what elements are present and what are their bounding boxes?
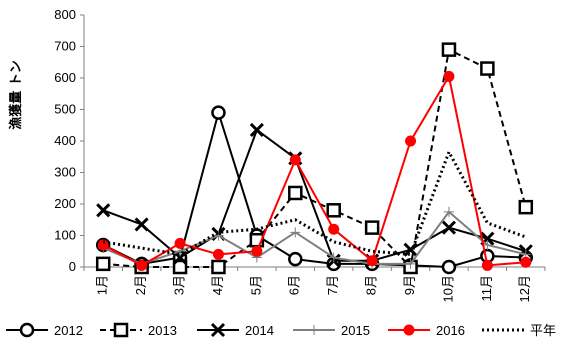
y-axis-title: 漁獲量 トン [8, 60, 24, 130]
data-point-dot [405, 135, 417, 147]
data-point-dot [97, 239, 109, 251]
data-point-dot [174, 237, 186, 249]
legend-label: 2013 [148, 323, 177, 338]
data-point-square [288, 185, 303, 201]
x-tick-label: 9月 [402, 275, 417, 295]
legend-label: 平年 [530, 323, 556, 338]
data-point-dot [251, 245, 263, 257]
data-point-dot [520, 256, 532, 268]
y-tick-label: 600 [54, 70, 76, 85]
data-point-circle [288, 251, 303, 267]
series-line [103, 48, 527, 268]
x-tick-label: 11月 [479, 275, 494, 302]
legend-item: 2016 [388, 323, 465, 338]
x-tick-label: 6月 [287, 275, 302, 295]
y-tick-label: 500 [54, 102, 76, 117]
series-2016 [97, 70, 532, 271]
y-tick-label: 700 [54, 39, 76, 54]
data-point-plus [290, 227, 301, 238]
series-line [102, 75, 526, 267]
data-point-circle [211, 105, 226, 120]
data-point-dot [212, 248, 224, 260]
y-tick-label: 0 [69, 259, 76, 274]
data-point-plus [213, 230, 224, 241]
x-tick-label: 7月 [325, 275, 340, 295]
x-tick-label: 12月 [517, 275, 532, 302]
x-tick-label: 5月 [248, 275, 263, 295]
legend-item: 2013 [100, 322, 177, 338]
x-tick-label: 2月 [133, 275, 148, 295]
data-point-x [441, 220, 457, 235]
x-tick-label: 4月 [210, 275, 225, 295]
series-line [102, 150, 527, 256]
y-tick-label: 200 [54, 196, 76, 211]
series-平年 [102, 150, 527, 256]
data-point-plus [309, 325, 319, 335]
y-tick-label: 100 [54, 228, 76, 243]
data-point-x [403, 242, 418, 257]
data-point-square [518, 199, 534, 215]
x-tick-label: 8月 [364, 275, 379, 295]
data-point-dot [289, 154, 301, 166]
legend-label: 2014 [245, 323, 274, 338]
data-point-plus [405, 258, 416, 269]
x-tick-label: 1月 [95, 275, 110, 295]
legend-label: 2012 [54, 323, 83, 338]
legend-item: 平年 [482, 323, 556, 338]
legend: 2012 2013 2014 2015 2016 平年 [6, 322, 556, 338]
data-point-dot [136, 259, 148, 271]
data-point-square [441, 42, 457, 57]
data-point-plus [328, 252, 339, 263]
series-2012 [95, 105, 534, 275]
data-point-x [249, 122, 264, 138]
axes: 0 100 200 300 400 500 600 700 800 1月 2月 3月 4月 5月 6月 7月 8… [54, 7, 546, 302]
y-tick-label: 300 [54, 165, 76, 180]
data-point-dot [481, 259, 493, 271]
data-point-square [211, 259, 226, 275]
data-point-square [364, 220, 380, 235]
x-tick-label: 10月 [440, 275, 455, 302]
legend-label: 2016 [436, 323, 465, 338]
data-point-x [210, 322, 226, 338]
legend-item: 2014 [197, 322, 274, 338]
x-tick-label: 3月 [171, 275, 186, 295]
data-point-x [134, 217, 149, 232]
data-point-plus [443, 206, 454, 217]
data-point-square [326, 203, 341, 218]
data-point-circle [441, 259, 457, 275]
data-point-dot [443, 70, 455, 82]
data-point-dot [328, 223, 340, 235]
y-tick-label: 800 [54, 7, 76, 22]
data-point-dot [403, 324, 415, 336]
legend-label: 2015 [341, 323, 370, 338]
data-point-dot [366, 255, 378, 267]
series-line [102, 210, 527, 265]
legend-item: 2015 [293, 323, 370, 338]
series-lines [95, 42, 534, 275]
series-2013 [95, 42, 534, 275]
data-point-square [95, 256, 111, 272]
data-point-square [113, 322, 129, 338]
data-point-circle [19, 322, 35, 338]
y-tick-label: 400 [54, 133, 76, 148]
legend-item: 2012 [6, 322, 83, 338]
data-point-square [172, 259, 188, 275]
data-point-x [96, 203, 111, 218]
data-point-square [480, 61, 495, 76]
